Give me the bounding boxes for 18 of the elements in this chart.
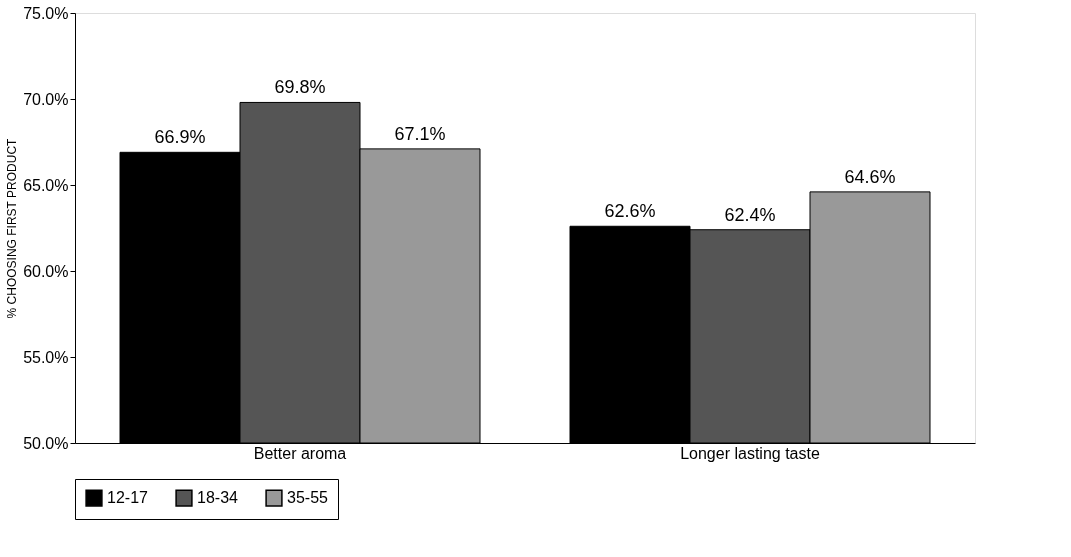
y-tick-label: 65.0% <box>23 176 69 194</box>
legend-label: 12-17 <box>107 489 149 507</box>
data-label: 67.1% <box>394 123 446 144</box>
data-label: 62.6% <box>604 201 656 222</box>
x-tick-label: Longer lasting taste <box>680 444 820 462</box>
y-tick-label: 75.0% <box>23 4 69 22</box>
data-label: 69.8% <box>274 77 326 98</box>
y-tick-label: 50.0% <box>23 434 69 452</box>
y-axis-title: % CHOOSING FIRST PRODUCT <box>5 137 20 319</box>
data-label: 64.6% <box>844 166 896 187</box>
legend-label: 18-34 <box>197 489 239 507</box>
y-tick-label: 55.0% <box>23 348 69 366</box>
data-label: 66.9% <box>154 127 206 148</box>
data-label: 62.4% <box>724 204 776 225</box>
legend-label: 35-55 <box>287 489 329 507</box>
x-tick-label: Better aroma <box>253 444 347 462</box>
y-tick-label: 60.0% <box>23 262 69 280</box>
y-tick-label: 70.0% <box>23 90 69 108</box>
